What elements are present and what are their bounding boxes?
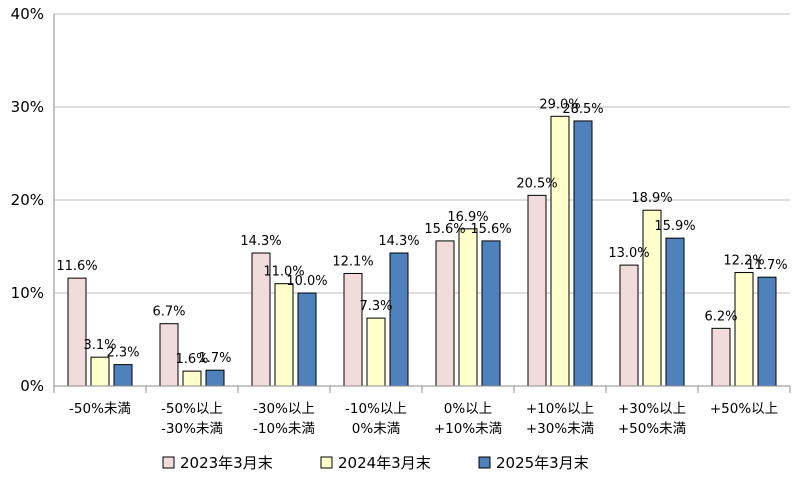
bar — [573, 120, 593, 387]
bar — [734, 272, 754, 387]
data-label: 12.1% — [332, 254, 373, 269]
bar — [182, 370, 202, 387]
data-label: 28.5% — [562, 102, 603, 117]
bar — [90, 356, 110, 387]
x-tick-label: +10%以上 — [526, 401, 594, 417]
data-label: 3.1% — [83, 338, 116, 353]
bar — [527, 194, 547, 387]
legend-swatch — [162, 456, 175, 469]
data-label: 14.3% — [240, 234, 281, 249]
x-tick-label: +50%未満 — [618, 421, 686, 437]
bar — [665, 237, 685, 387]
legend-swatch — [478, 456, 491, 469]
data-label: 15.6% — [424, 222, 465, 237]
x-tick-label: +30%未満 — [526, 421, 594, 437]
data-label: 11.6% — [56, 259, 97, 274]
bars — [67, 115, 777, 387]
bar — [711, 327, 731, 387]
bar — [435, 240, 455, 387]
x-tick-label: -10%以上 — [345, 401, 407, 417]
y-tick-label: 20% — [11, 191, 44, 209]
bar — [67, 277, 87, 387]
data-label: 15.6% — [470, 222, 511, 237]
y-tick-label: 0% — [20, 377, 44, 395]
bar — [619, 264, 639, 387]
axes — [53, 14, 791, 393]
data-labels: 11.6% 6.7% 14.3% 12.1% 15.6% 20.5% 13.0% 6.2% 3.… — [56, 97, 787, 367]
legend-label: 2023年3月末 — [180, 454, 273, 472]
x-tick-label: -50%以上 — [161, 401, 223, 417]
data-label: 14.3% — [378, 234, 419, 249]
x-tick-label: +50%以上 — [710, 401, 778, 417]
x-tick-label: -10%未満 — [253, 421, 315, 437]
bar — [343, 272, 363, 387]
data-label: 16.9% — [447, 210, 488, 225]
bar — [458, 228, 478, 387]
x-tick-label: +30%以上 — [618, 401, 686, 417]
data-label: 20.5% — [516, 176, 557, 191]
data-label: 12.2% — [723, 254, 764, 269]
bar — [274, 283, 294, 387]
x-tick-label: -30%以上 — [253, 401, 315, 417]
y-tick-label: 30% — [11, 98, 44, 116]
data-label: 10.0% — [286, 274, 327, 289]
data-label: 18.9% — [631, 191, 672, 206]
legend-label: 2024年3月末 — [338, 454, 431, 472]
bar — [366, 317, 386, 387]
legend-swatch — [320, 456, 333, 469]
data-label: 15.9% — [654, 219, 695, 234]
bar — [205, 369, 225, 387]
data-label: 11.0% — [263, 265, 304, 280]
data-label: 2.3% — [106, 346, 139, 361]
bar — [113, 364, 133, 387]
data-label: 7.3% — [359, 299, 392, 314]
data-label: 13.0% — [608, 246, 649, 261]
x-tick-label: -30%未満 — [161, 421, 223, 437]
data-label: 11.7% — [746, 258, 787, 273]
bar — [550, 115, 570, 387]
y-tick-label: 40% — [11, 5, 44, 23]
data-label: 29.0% — [539, 97, 580, 112]
data-label: 1.6% — [175, 352, 208, 367]
x-axis-ticks: -50%未満 -50%以上 -30%未満 -30%以上 -10%未満 -10%以上 0%未満… — [69, 401, 778, 437]
data-label: 1.7% — [198, 351, 231, 366]
x-tick-label: 0%未満 — [352, 421, 400, 437]
x-tick-label: -50%未満 — [69, 401, 131, 417]
x-tick-label: +10%未満 — [434, 421, 502, 437]
legend-label: 2025年3月末 — [496, 454, 589, 472]
y-tick-label: 10% — [11, 284, 44, 302]
data-label: 6.2% — [704, 309, 737, 324]
bar — [297, 292, 317, 387]
bar — [481, 240, 501, 387]
bar — [757, 276, 777, 387]
bar — [642, 209, 662, 387]
data-label: 6.7% — [152, 305, 185, 320]
x-tick-label: 0%以上 — [444, 401, 492, 417]
legend: 2023年3月末 2024年3月末 2025年3月末 — [162, 454, 589, 472]
bar — [389, 252, 409, 387]
y-axis-ticks: 0% 10% 20% 30% 40% — [11, 5, 44, 395]
